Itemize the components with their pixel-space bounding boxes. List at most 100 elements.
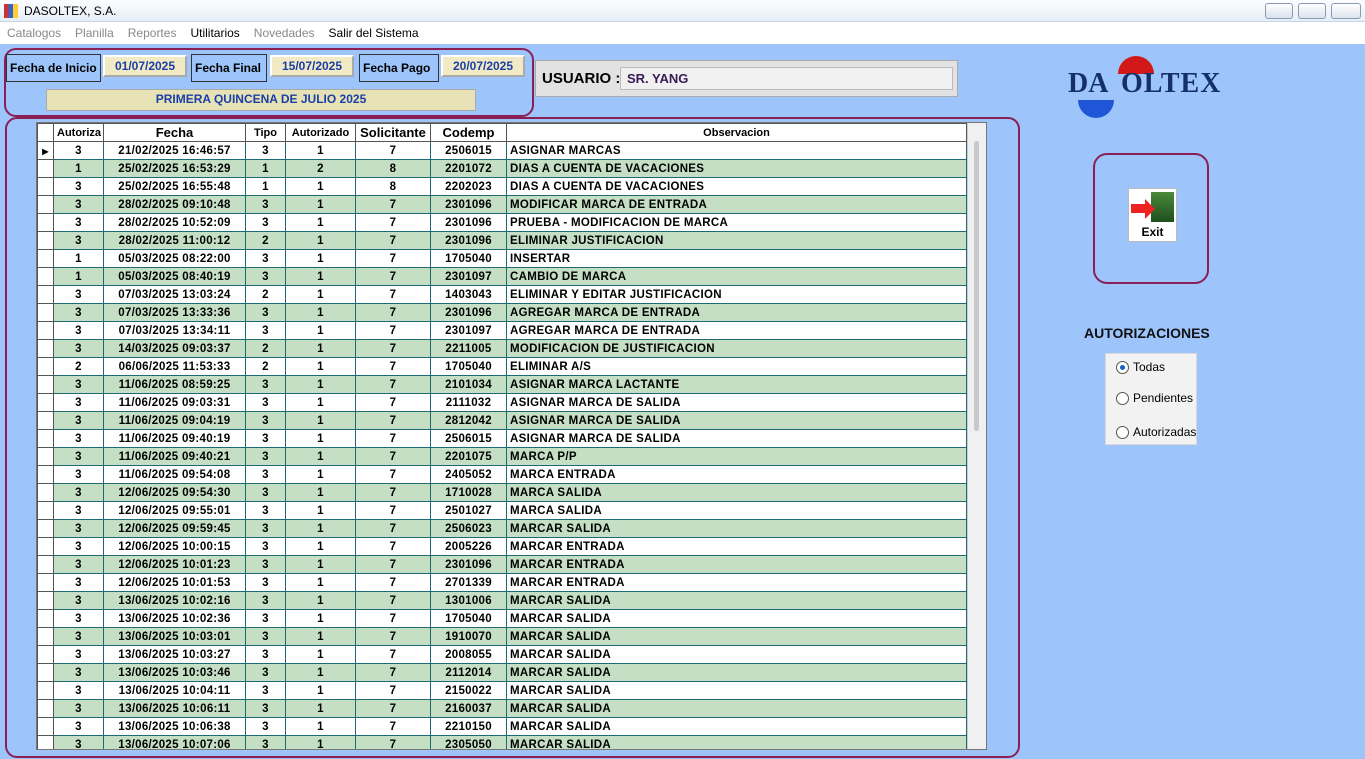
menu-item[interactable]: Reportes [127, 26, 177, 40]
table-row[interactable]: 3 13/06/2025 10:03:27 3 1 7 2008055 MARCAR SAL… [37, 645, 967, 664]
cell: MARCAR ENTRADA [506, 573, 967, 592]
table-row[interactable]: 3 13/06/2025 10:02:36 3 1 7 1705040 MARCAR SAL… [37, 609, 967, 628]
table-row[interactable]: 3 11/06/2025 09:40:21 3 1 7 2201075 MARCA P/P [37, 447, 967, 466]
column-header[interactable]: Fecha [103, 123, 246, 142]
radio-option[interactable]: Pendientes [1116, 391, 1193, 405]
table-row[interactable]: 3 07/03/2025 13:03:24 2 1 7 1403043 ELIMINAR Y… [37, 285, 967, 304]
cell: 7 [355, 141, 431, 160]
restore-button[interactable] [1298, 3, 1326, 19]
cell: 05/03/2025 08:22:00 [103, 249, 246, 268]
cell: 1 [285, 681, 356, 700]
column-header[interactable]: Autorizado [285, 123, 356, 142]
radio-circle[interactable] [1116, 425, 1129, 439]
table-row[interactable]: 3 13/06/2025 10:03:01 3 1 7 1910070 MARCAR SAL… [37, 627, 967, 646]
table-row[interactable]: 3 12/06/2025 09:55:01 3 1 7 2501027 MARCA SALI… [37, 501, 967, 520]
cell: 7 [355, 357, 431, 376]
cell: 8 [355, 177, 431, 196]
cell: 3 [245, 249, 286, 268]
cell: 1705040 [430, 357, 507, 376]
table-row[interactable]: 3 13/06/2025 10:07:06 3 1 7 2305050 MARCAR SAL… [37, 735, 967, 749]
start-date[interactable]: 01/07/2025 [103, 55, 187, 77]
cell: 7 [355, 375, 431, 394]
cell: 2 [53, 357, 104, 376]
cell: 7 [355, 663, 431, 682]
cell: 13/06/2025 10:06:38 [103, 717, 246, 736]
column-header[interactable]: Codemp [430, 123, 507, 142]
table-row[interactable]: 3 28/02/2025 10:52:09 3 1 7 2301096 PRUEBA - M… [37, 213, 967, 232]
column-header[interactable]: Observacion [506, 123, 967, 142]
table-row[interactable]: 3 13/06/2025 10:02:16 3 1 7 1301006 MARCAR SAL… [37, 591, 967, 610]
minimize-button[interactable] [1265, 3, 1293, 19]
radio-circle[interactable] [1116, 360, 1129, 374]
cell: 7 [355, 645, 431, 664]
close-button[interactable] [1331, 3, 1361, 19]
table-row[interactable]: 3 11/06/2025 09:03:31 3 1 7 2111032 ASIGNAR MA… [37, 393, 967, 412]
pay-date[interactable]: 20/07/2025 [441, 55, 525, 77]
table-row[interactable]: 3 12/06/2025 10:00:15 3 1 7 2005226 MARCAR ENT… [37, 537, 967, 556]
row-indicator [37, 195, 54, 214]
cell: 2111032 [430, 393, 507, 412]
table-row[interactable]: 3 07/03/2025 13:33:36 3 1 7 2301096 AGREGAR MA… [37, 303, 967, 322]
table-row[interactable]: 3 11/06/2025 09:40:19 3 1 7 2506015 ASIGNAR MA… [37, 429, 967, 448]
cell: PRUEBA - MODIFICACION DE MARCA [506, 213, 967, 232]
menu-item[interactable]: Catalogos [7, 26, 62, 40]
table-row[interactable]: 1 05/03/2025 08:22:00 3 1 7 1705040 INSERTAR [37, 249, 967, 268]
scrollbar[interactable] [967, 123, 986, 749]
cell: 3 [245, 573, 286, 592]
table-row[interactable]: 3 12/06/2025 10:01:53 3 1 7 2701339 MARCAR ENT… [37, 573, 967, 592]
cell: MARCAR SALIDA [506, 609, 967, 628]
table-row[interactable]: 3 13/06/2025 10:03:46 3 1 7 2112014 MARCAR SAL… [37, 663, 967, 682]
row-indicator [37, 645, 54, 664]
table-row[interactable]: 3 13/06/2025 10:04:11 3 1 7 2150022 MARCAR SAL… [37, 681, 967, 700]
cell: MARCAR SALIDA [506, 627, 967, 646]
table-row[interactable]: 3 12/06/2025 10:01:23 3 1 7 2301096 MARCAR ENT… [37, 555, 967, 574]
cell: 2202023 [430, 177, 507, 196]
cell: 3 [53, 501, 104, 520]
cell: 8 [355, 159, 431, 178]
table-row[interactable]: 3 25/02/2025 16:55:48 1 1 8 2202023 DIAS A CUE… [37, 177, 967, 196]
table-row[interactable]: 3 11/06/2025 09:04:19 3 1 7 2812042 ASIGNAR MA… [37, 411, 967, 430]
header-row: Autoriza Fecha Tipo Autorizado Solicitante Co… [37, 123, 967, 142]
radio-option[interactable]: Todas [1116, 360, 1165, 374]
table-row[interactable]: 2 06/06/2025 11:53:33 2 1 7 1705040 ELIMINAR A… [37, 357, 967, 376]
column-header[interactable]: Solicitante [355, 123, 431, 142]
table-row[interactable]: 1 05/03/2025 08:40:19 3 1 7 2301097 CAMBIO DE … [37, 267, 967, 286]
table-row[interactable]: 3 14/03/2025 09:03:37 2 1 7 2211005 MODIFICACI… [37, 339, 967, 358]
menu-item[interactable]: Planilla [75, 26, 114, 40]
cell: 3 [245, 519, 286, 538]
exit-panel: Exit [1093, 153, 1209, 284]
cell: MARCA ENTRADA [506, 465, 967, 484]
cell: 3 [245, 555, 286, 574]
table-row[interactable]: 1 25/02/2025 16:53:29 1 2 8 2201072 DIAS A CUE… [37, 159, 967, 178]
menu-item[interactable]: Utilitarios [190, 26, 240, 40]
grid-panel [5, 117, 1020, 758]
logo-right: OLTEX [1121, 68, 1222, 99]
exit-door-icon [1151, 192, 1174, 222]
scroll-thumb[interactable] [974, 141, 979, 431]
cell: 3 [245, 609, 286, 628]
table-row[interactable]: 3 13/06/2025 10:06:11 3 1 7 2160037 MARCAR SAL… [37, 699, 967, 718]
cell: 3 [53, 591, 104, 610]
radio-circle[interactable] [1116, 391, 1129, 405]
row-indicator [37, 555, 54, 574]
cell: 3 [245, 627, 286, 646]
radio-option[interactable]: Autorizadas [1116, 425, 1196, 439]
table-row[interactable]: ▶ 3 21/02/2025 16:46:57 3 1 7 2506015 ASIGNAR M… [37, 141, 967, 160]
table-row[interactable]: 3 11/06/2025 08:59:25 3 1 7 2101034 ASIGNAR MA… [37, 375, 967, 394]
column-header[interactable]: Autoriza [53, 123, 104, 142]
table-row[interactable]: 3 28/02/2025 11:00:12 2 1 7 2301096 ELIMINAR J… [37, 231, 967, 250]
table-row[interactable]: 3 11/06/2025 09:54:08 3 1 7 2405052 MARCA ENTR… [37, 465, 967, 484]
table-row[interactable]: 3 13/06/2025 10:06:38 3 1 7 2210150 MARCAR SAL… [37, 717, 967, 736]
table-row[interactable]: 3 28/02/2025 09:10:48 3 1 7 2301096 MODIFICAR … [37, 195, 967, 214]
table-row[interactable]: 3 07/03/2025 13:34:11 3 1 7 2301097 AGREGAR MA… [37, 321, 967, 340]
end-date[interactable]: 15/07/2025 [270, 55, 354, 77]
column-header[interactable]: Tipo [245, 123, 286, 142]
cell: 3 [53, 573, 104, 592]
exit-button[interactable]: Exit [1128, 188, 1177, 242]
menu-item[interactable]: Novedades [253, 26, 315, 40]
table-row[interactable]: 3 12/06/2025 09:59:45 3 1 7 2506023 MARCAR SAL… [37, 519, 967, 538]
logo-red-arc [1118, 56, 1154, 74]
menu-item[interactable]: Salir del Sistema [328, 26, 419, 40]
table-row[interactable]: 3 12/06/2025 09:54:30 3 1 7 1710028 MARCA SALI… [37, 483, 967, 502]
cell: 3 [245, 393, 286, 412]
